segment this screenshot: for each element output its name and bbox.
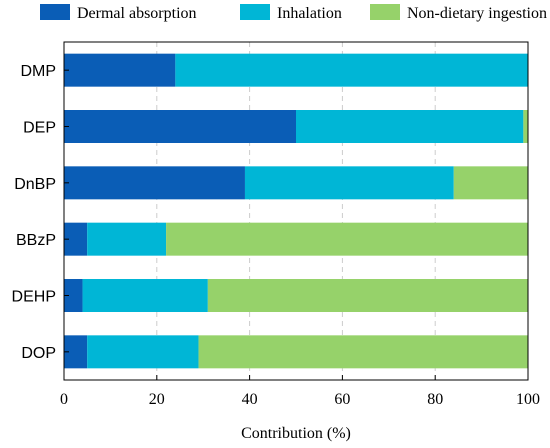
grid-lines xyxy=(156,42,436,380)
bar-segment-dop-2 xyxy=(198,335,528,369)
category-label: DEHP xyxy=(12,289,56,306)
legend: Dermal absorption Inhalation Non-dietary i… xyxy=(40,4,547,22)
category-label: DEP xyxy=(23,120,56,137)
bar-segment-dehp-1 xyxy=(82,279,208,312)
category-labels: DMP DEP DnBP BBzP DEHP DOP xyxy=(12,63,69,362)
legend-swatch xyxy=(40,4,70,20)
bar-segment-dehp-2 xyxy=(207,279,528,312)
x-tick-label: 80 xyxy=(427,391,443,408)
x-tick-label: 40 xyxy=(242,391,258,408)
bars xyxy=(64,53,529,369)
bar-segment-dnbp-0 xyxy=(64,166,245,200)
legend-swatch xyxy=(370,4,400,20)
plot-frame xyxy=(63,41,529,381)
category-label: BBzP xyxy=(16,232,56,249)
bar-segment-dnbp-1 xyxy=(244,166,454,200)
legend-swatch xyxy=(240,4,270,20)
bar-segment-dnbp-2 xyxy=(453,166,528,200)
x-axis-title: Contribution (%) xyxy=(241,425,351,442)
bar-segment-bbzp-2 xyxy=(166,222,528,256)
legend-label: Dermal absorption xyxy=(77,5,197,22)
bar-segment-dep-0 xyxy=(64,110,296,143)
x-tick-label: 60 xyxy=(334,391,350,408)
x-tick-label: 0 xyxy=(60,391,68,408)
bar-segment-dop-1 xyxy=(87,335,199,369)
bar-segment-bbzp-1 xyxy=(87,222,167,256)
category-label: DMP xyxy=(20,63,56,80)
bar-segment-dep-1 xyxy=(296,110,524,143)
bar-segment-dehp-0 xyxy=(64,279,83,312)
bar-segment-bbzp-0 xyxy=(64,222,88,256)
x-tick-label: 100 xyxy=(516,391,540,408)
x-tick-label: 20 xyxy=(149,391,165,408)
x-axis-ticks: 0 20 40 60 80 100 xyxy=(60,375,540,408)
legend-label: Non-dietary ingestion xyxy=(407,5,547,22)
category-label: DnBP xyxy=(14,176,56,193)
bar-segment-dop-0 xyxy=(64,335,88,369)
bar-segment-dmp-1 xyxy=(175,53,529,87)
bar-segment-dep-2 xyxy=(523,110,528,143)
category-label: DOP xyxy=(21,345,56,362)
legend-label: Inhalation xyxy=(277,5,342,22)
bar-segment-dmp-0 xyxy=(64,53,176,87)
